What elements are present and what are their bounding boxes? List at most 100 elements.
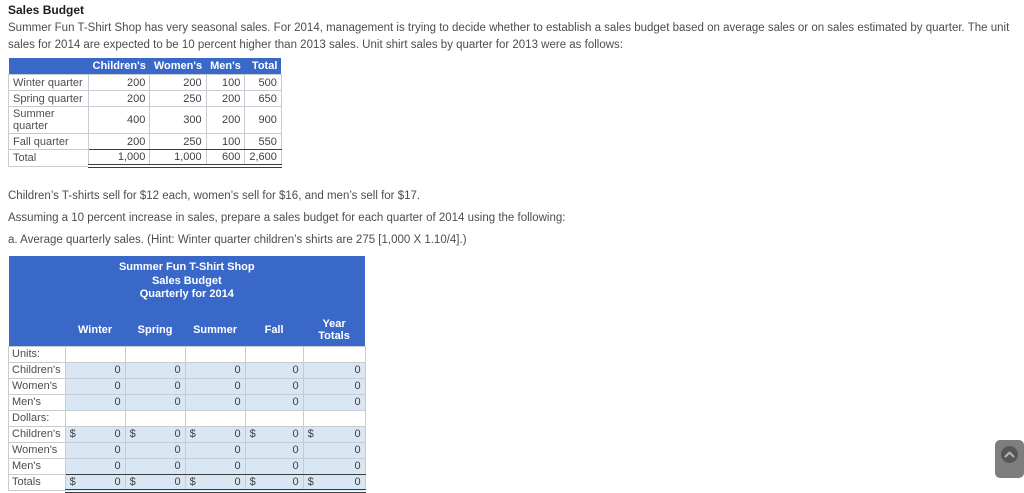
cell <box>64 345 126 363</box>
input-cell[interactable]: 0 <box>184 361 246 379</box>
cell-value: 0 <box>354 428 361 440</box>
input-cell[interactable]: 0 <box>302 393 366 411</box>
row-label: Total <box>8 149 89 167</box>
row-label: Spring quarter <box>8 90 89 107</box>
dollars-childrens-row: Children's $0 $0 $0 $0 $0 <box>8 425 366 443</box>
cell-value: 0 <box>292 428 299 440</box>
input-cell[interactable]: 0 <box>184 393 246 411</box>
input-cell[interactable]: 0 <box>64 393 126 411</box>
input-cell[interactable]: 0 <box>302 361 366 379</box>
input-cell[interactable]: 0 <box>124 377 186 395</box>
input-cell[interactable]: $0 <box>184 425 246 443</box>
cell <box>244 409 304 427</box>
cell-value: 0 <box>174 475 181 488</box>
intro-line-2: sales for 2014 are expected to be 10 per… <box>8 38 623 51</box>
currency-symbol: $ <box>249 428 256 440</box>
pricing-text: Children’s T-shirts sell for $12 each, w… <box>8 190 421 202</box>
cell: 200 <box>87 90 151 107</box>
row-label: Children's <box>8 425 66 443</box>
col-header-fall: Fall <box>245 315 304 346</box>
col-header-year-totals: Year Totals <box>303 315 366 346</box>
cell <box>302 345 366 363</box>
dollars-womens-row: Women's 0 0 0 0 0 <box>8 441 366 459</box>
input-cell[interactable]: $0 <box>64 425 126 443</box>
intro-paragraph: Summer Fun T-Shirt Shop has very seasona… <box>8 20 1016 53</box>
col-header-winter: Winter <box>65 315 126 346</box>
input-cell[interactable]: 0 <box>64 377 126 395</box>
cell: 250 <box>149 90 207 107</box>
currency-symbol: $ <box>189 475 196 488</box>
cell <box>244 345 304 363</box>
input-cell[interactable]: $0 <box>244 425 304 443</box>
input-cell[interactable]: $0 <box>302 425 366 443</box>
input-cell[interactable]: 0 <box>64 361 126 379</box>
cell <box>64 409 126 427</box>
input-cell[interactable]: 0 <box>244 393 304 411</box>
page-title: Sales Budget <box>8 3 85 17</box>
cell-value: 0 <box>234 428 241 440</box>
col-header-spring: Spring <box>125 315 186 346</box>
cell <box>124 345 186 363</box>
input-cell[interactable]: 0 <box>124 393 186 411</box>
row-label: Dollars: <box>8 409 66 427</box>
input-cell[interactable]: 0 <box>302 441 366 459</box>
input-cell[interactable]: 0 <box>244 457 304 475</box>
input-cell[interactable]: 0 <box>64 441 126 459</box>
col-header-summer: Summer <box>185 315 246 346</box>
row-label: Summer quarter <box>8 106 89 134</box>
cell-value: 0 <box>354 475 361 488</box>
table-header-row: Children's Women's Men's Total <box>8 58 282 75</box>
cell-value: 0 <box>292 475 299 488</box>
cell: 100 <box>205 74 246 91</box>
cell: 200 <box>87 74 151 91</box>
unit-sales-2013-table: Children's Women's Men's Total Winter qu… <box>8 58 282 168</box>
cell-value: 0 <box>114 475 121 488</box>
input-cell[interactable]: 0 <box>124 361 186 379</box>
row-label: Totals <box>8 473 66 491</box>
cell: 200 <box>205 106 246 134</box>
row-label: Units: <box>8 345 66 363</box>
table-row: Fall quarter 200 250 100 550 <box>8 133 282 150</box>
worksheet-title-block: Summer Fun T-Shirt Shop Sales Budget Qua… <box>8 256 366 316</box>
total-cell: $0 <box>302 473 366 493</box>
cell: 550 <box>244 133 282 150</box>
cell: 2,600 <box>244 149 282 168</box>
input-cell[interactable]: 0 <box>302 377 366 395</box>
input-cell[interactable]: 0 <box>244 377 304 395</box>
cell <box>302 409 366 427</box>
cell: 200 <box>87 133 151 150</box>
cell: 650 <box>244 90 282 107</box>
row-label: Women's <box>8 377 66 395</box>
input-cell[interactable]: 0 <box>302 457 366 475</box>
input-cell[interactable]: $0 <box>124 425 186 443</box>
units-childrens-row: Children's 0 0 0 0 0 <box>8 361 366 379</box>
scroll-to-top-button[interactable] <box>995 440 1024 478</box>
input-cell[interactable]: 0 <box>184 457 246 475</box>
input-cell[interactable]: 0 <box>244 361 304 379</box>
currency-symbol: $ <box>307 428 314 440</box>
input-cell[interactable]: 0 <box>244 441 304 459</box>
cell-value: 0 <box>234 475 241 488</box>
chevron-up-icon <box>1001 446 1018 463</box>
cell: 300 <box>149 106 207 134</box>
row-label: Winter quarter <box>8 74 89 91</box>
cell: 400 <box>87 106 151 134</box>
input-cell[interactable]: 0 <box>184 441 246 459</box>
dollars-section-row: Dollars: <box>8 409 366 427</box>
currency-symbol: $ <box>129 428 136 440</box>
col-header-womens: Women's <box>149 58 207 75</box>
col-header-total: Total <box>244 58 282 75</box>
cell-value: 0 <box>174 428 181 440</box>
cell: 200 <box>205 90 246 107</box>
budget-worksheet-table: Summer Fun T-Shirt Shop Sales Budget Qua… <box>8 256 366 493</box>
input-cell[interactable]: 0 <box>64 457 126 475</box>
input-cell[interactable]: 0 <box>184 377 246 395</box>
table-total-row: Total 1,000 1,000 600 2,600 <box>8 149 282 168</box>
input-cell[interactable]: 0 <box>124 457 186 475</box>
worksheet-title-line3: Quarterly for 2014 <box>139 288 234 300</box>
col-header-blank <box>8 58 89 75</box>
currency-symbol: $ <box>69 475 76 488</box>
table-row: Winter quarter 200 200 100 500 <box>8 74 282 91</box>
input-cell[interactable]: 0 <box>124 441 186 459</box>
